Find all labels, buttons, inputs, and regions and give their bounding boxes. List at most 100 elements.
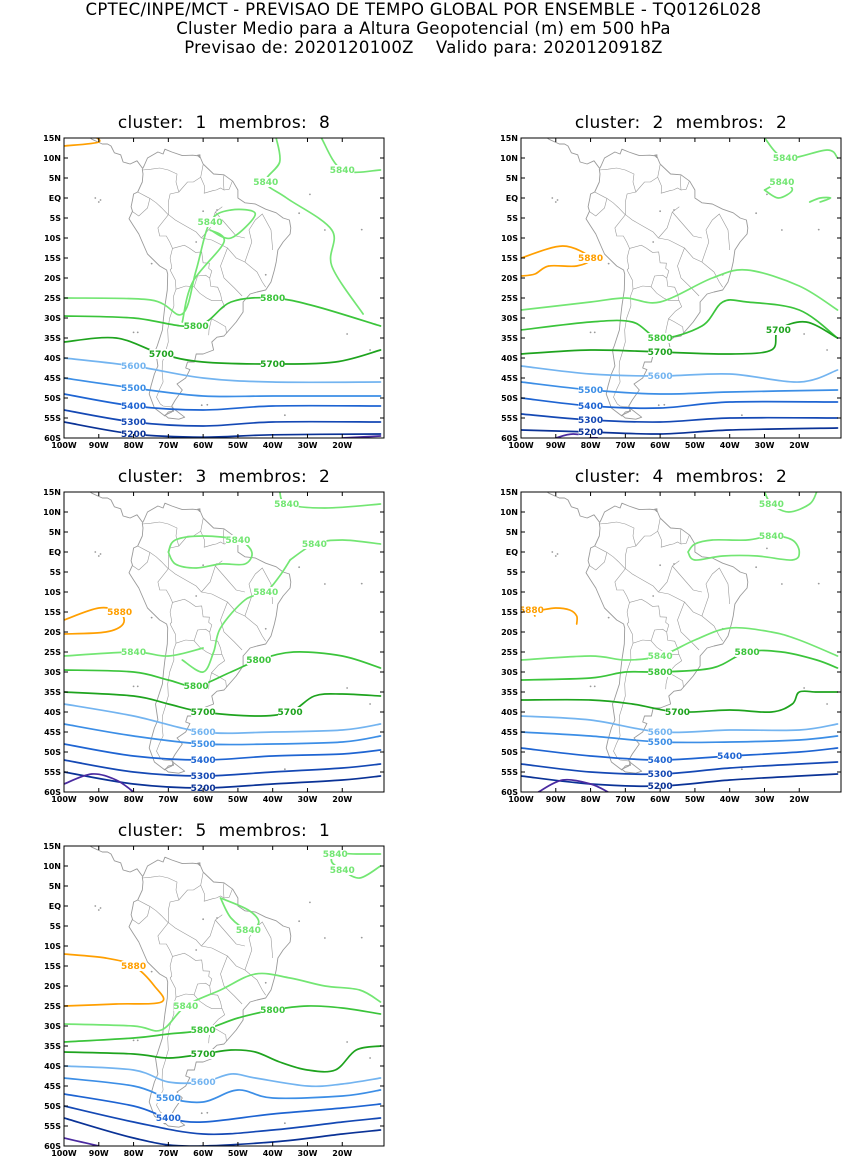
panel-title: cluster: 5 membros: 1 [64, 821, 384, 841]
cluster-panel-1: cluster: 1 membros: 8 5840 5840 5800 5800 5840 5… [0, 113, 390, 453]
contour-label-bg [191, 1077, 216, 1087]
contour-map: 5880 5840 5840 5800 5700 5700 5600 5500 5400 5300… [500, 134, 842, 450]
contour-label: 5880 [121, 962, 146, 972]
central-america-coastline [546, 492, 600, 523]
country-border [216, 174, 225, 191]
country-border [168, 568, 266, 642]
country-border [175, 639, 222, 655]
tierra-del-fuego-coastline [164, 407, 186, 420]
contour-5840 [264, 138, 364, 315]
header-line-2: Cluster Medio para a Altura Geopotencial… [176, 19, 671, 38]
contour-5840 [64, 208, 257, 323]
latitude-label: 15N [500, 134, 518, 143]
panel-title: cluster: 2 membros: 2 [521, 113, 841, 133]
country-border [680, 181, 690, 191]
island-dot [323, 937, 326, 939]
contour-label: 5300 [191, 772, 216, 782]
cluster-label: cluster: [574, 467, 641, 487]
longitude-axis: 100W 90W 80W 70W 60W 50W 40W 30W 20W [508, 138, 809, 450]
latitude-label: 45S [501, 728, 518, 737]
island-dot [202, 564, 205, 567]
contour-label-bg [648, 347, 673, 357]
contour-label-bg [773, 153, 798, 163]
country-border [223, 181, 233, 191]
island-dot [206, 403, 209, 406]
contour-label: 5400 [578, 402, 603, 412]
contour-5840 [330, 852, 382, 879]
country-border [635, 518, 661, 547]
central-america-coastline [89, 138, 143, 169]
island-dot [346, 1041, 349, 1043]
contour-5500 [521, 731, 839, 744]
island-dot [554, 201, 557, 203]
contour-5600 [521, 715, 839, 734]
island-dot [283, 414, 286, 417]
contour-label-bg [173, 1001, 198, 1011]
contour-label-bg [191, 783, 216, 792]
country-borders [589, 518, 730, 762]
latitude-label: 20S [501, 628, 518, 637]
longitude-label: 80W [581, 441, 601, 450]
island-dot [369, 349, 371, 351]
latitude-label: 35S [501, 334, 518, 343]
contour-label-bg [330, 865, 355, 875]
contour-label: 5700 [149, 350, 174, 360]
latitude-label: 25S [44, 648, 61, 657]
central-america-coastline [120, 846, 122, 847]
members-number: 8 [319, 113, 331, 133]
island-dot [99, 553, 102, 555]
tierra-del-fuego-coastline [164, 761, 186, 774]
contour-5700 [521, 320, 839, 355]
island-dot [150, 616, 153, 619]
island-dot [755, 566, 758, 569]
country-border [172, 598, 213, 633]
contour-label-bg [302, 539, 327, 549]
island-dot [97, 201, 100, 203]
longitude-axis: 100W 90W 80W 70W 60W 50W 40W 30W 20W [51, 492, 352, 804]
contour-label-bg [191, 727, 216, 737]
country-border [589, 198, 608, 217]
contour-label: 5700 [191, 708, 216, 718]
contour-label: 5840 [330, 866, 355, 876]
cluster-number: 3 [195, 467, 207, 487]
island-dot [755, 212, 758, 215]
contour-lines [521, 138, 839, 438]
contour-label: 5840 [769, 178, 794, 188]
latitude-label: 10N [500, 508, 518, 517]
contour-label: 5500 [578, 386, 603, 396]
country-borders [132, 518, 273, 762]
contour-label: 5840 [173, 1002, 198, 1012]
country-border [132, 906, 151, 925]
latitude-label: 5S [50, 922, 62, 931]
latitude-label: 15S [501, 608, 518, 617]
latitude-label: EQ [49, 548, 61, 557]
contour-label: 5200 [648, 782, 673, 792]
island-dot [94, 197, 97, 199]
longitude-label: 50W [685, 441, 705, 450]
longitude-label: 90W [546, 795, 566, 804]
latitude-label: 30S [501, 668, 518, 677]
contour-5100 [64, 773, 135, 792]
island-dot [136, 1039, 139, 1042]
island-dot [298, 920, 301, 923]
contour-label: 5840 [648, 652, 673, 662]
contour-label: 5800 [191, 1026, 216, 1036]
contour-label: 5500 [156, 1094, 181, 1104]
latitude-label: 35S [44, 334, 61, 343]
cluster-panel-4: cluster: 4 membros: 2 5880 5840 5840 5840 5800 5… [457, 467, 847, 807]
contour-label: 5700 [260, 360, 285, 370]
header-line-3: Previsao de: 2020120100Z Valido para: 20… [0, 38, 847, 57]
contour-5880 [521, 245, 592, 277]
island-dot [607, 616, 610, 619]
latitude-label: 5N [49, 528, 61, 537]
longitude-label: 90W [89, 795, 109, 804]
contour-label: 5700 [665, 708, 690, 718]
map-frame [63, 491, 385, 793]
island-dot [200, 404, 203, 407]
contour-5400 [64, 393, 382, 411]
latitude-label: 30S [44, 1022, 61, 1031]
latitude-label: 40S [44, 1062, 61, 1071]
contour-label-bg [253, 177, 278, 187]
contour-label: 5800 [184, 682, 209, 692]
latitude-label: 55S [44, 1122, 61, 1131]
